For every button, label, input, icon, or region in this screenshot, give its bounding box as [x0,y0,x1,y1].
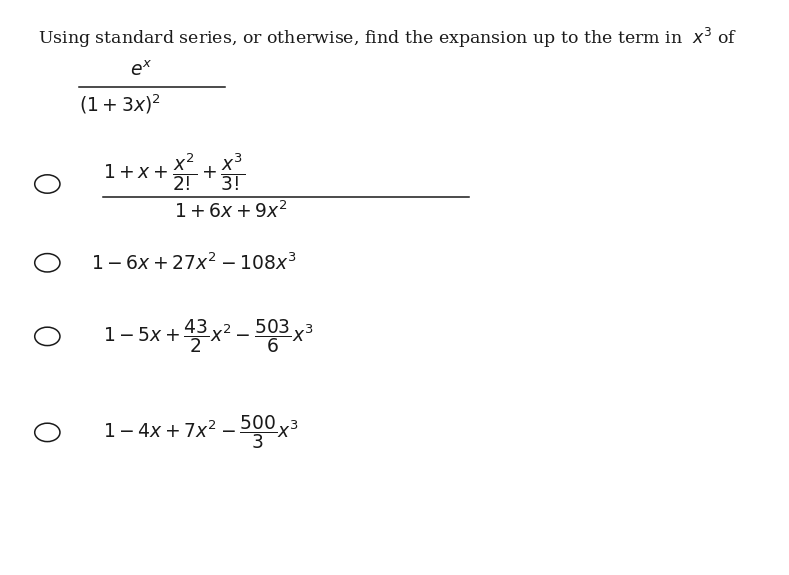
Text: $(1+3x)^2$: $(1+3x)^2$ [79,93,161,116]
Text: $1+x+\dfrac{x^2}{2!}+\dfrac{x^3}{3!}$: $1+x+\dfrac{x^2}{2!}+\dfrac{x^3}{3!}$ [103,152,245,193]
Text: $1-4x+7x^2-\dfrac{500}{3}x^3$: $1-4x+7x^2-\dfrac{500}{3}x^3$ [103,413,299,451]
Text: $1+6x+9x^2$: $1+6x+9x^2$ [174,200,288,222]
Text: $1-5x+\dfrac{43}{2}x^2-\dfrac{503}{6}x^3$: $1-5x+\dfrac{43}{2}x^2-\dfrac{503}{6}x^3… [103,317,313,355]
Text: $1-6x+27x^2-108x^3$: $1-6x+27x^2-108x^3$ [91,252,297,274]
Text: Using standard series, or otherwise, find the expansion up to the term in  $x^3$: Using standard series, or otherwise, fin… [38,26,738,50]
Text: $e^x$: $e^x$ [130,60,152,80]
